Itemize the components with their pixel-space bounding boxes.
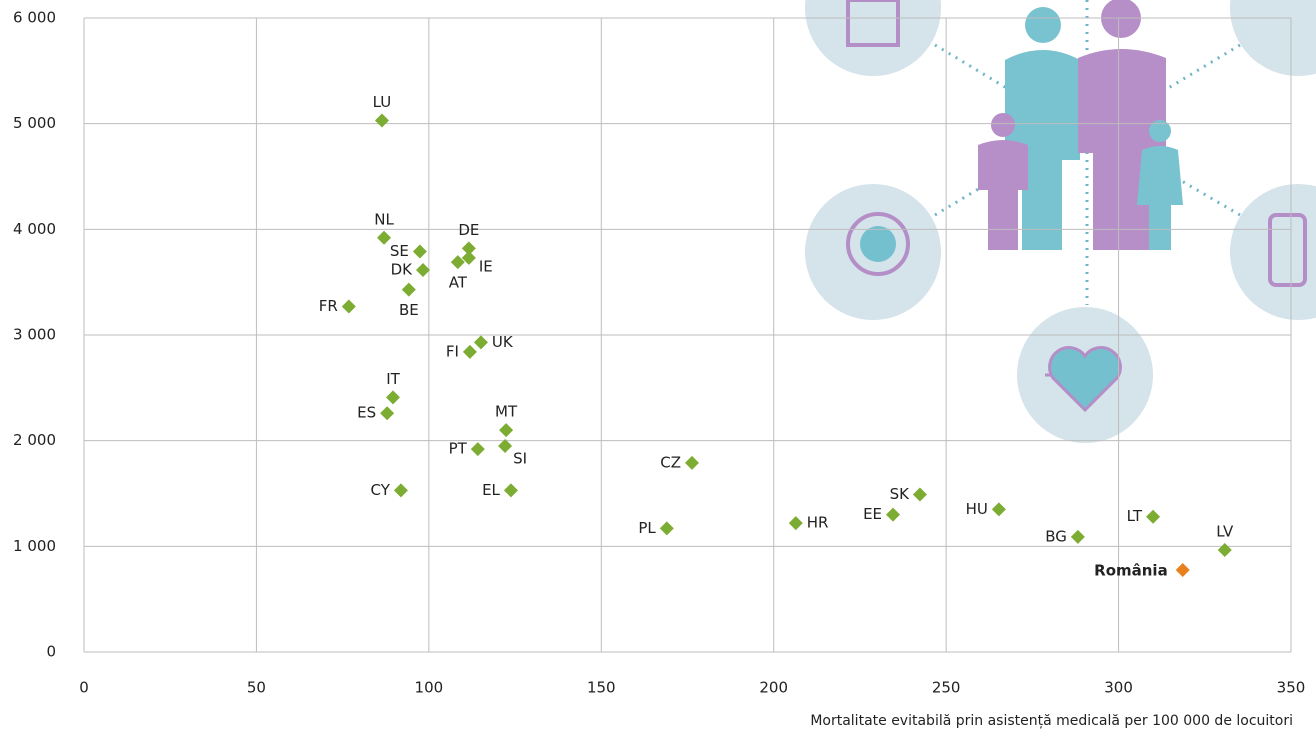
point-label: ES	[357, 404, 376, 422]
point-label: LT	[1127, 507, 1143, 525]
point-label: FI	[446, 342, 459, 360]
x-axis-label: Mortalitate evitabilă prin asistență med…	[810, 713, 1293, 729]
point-label: România	[1094, 562, 1168, 580]
point-label: HU	[966, 500, 988, 518]
y-tick-label: 3 000	[13, 326, 56, 344]
point-label: SI	[513, 449, 527, 467]
point-label: PL	[638, 519, 656, 537]
point	[1175, 563, 1190, 578]
y-tick-label: 1 000	[13, 537, 56, 555]
point-label: UK	[492, 333, 514, 351]
point-label: DE	[458, 221, 479, 239]
point	[912, 487, 927, 502]
point	[498, 438, 513, 453]
point	[377, 230, 392, 245]
point	[393, 483, 408, 498]
x-tick-label: 350	[1277, 679, 1306, 697]
illustration	[805, 0, 1316, 443]
point	[380, 406, 395, 421]
y-tick-label: 4 000	[13, 220, 56, 238]
point	[991, 502, 1006, 517]
x-tick-label: 200	[759, 679, 788, 697]
x-tick-label: 50	[247, 679, 266, 697]
point-label: LU	[373, 93, 392, 111]
point	[470, 442, 485, 457]
point	[341, 299, 356, 314]
point	[450, 255, 465, 270]
y-tick-label: 0	[46, 643, 56, 661]
point	[461, 241, 476, 256]
point	[499, 423, 514, 438]
point	[684, 455, 699, 470]
x-tick-label: 250	[932, 679, 961, 697]
point	[1217, 543, 1232, 558]
point-label: SK	[890, 485, 911, 503]
point	[461, 250, 476, 265]
x-tick-label: 100	[415, 679, 444, 697]
point-label: AT	[449, 274, 468, 292]
point-label: HR	[807, 514, 829, 532]
point-label: PT	[449, 440, 468, 458]
point-label: SE	[390, 242, 409, 260]
point-label: IT	[386, 370, 400, 388]
point-label: BE	[399, 301, 419, 319]
x-tick-label: 150	[587, 679, 616, 697]
point	[788, 516, 803, 531]
point	[1146, 509, 1161, 524]
point-label: FR	[319, 297, 338, 315]
point	[374, 113, 389, 128]
point-label: EE	[863, 505, 882, 523]
point-label: EL	[482, 481, 500, 499]
point-label: DK	[391, 261, 414, 279]
axes: 0 1 000 2 000 3 000 4 000 5 000 6 000 0 50 100 150…	[13, 9, 1305, 697]
point-label: NL	[374, 210, 394, 228]
point	[412, 244, 427, 259]
y-tick-label: 2 000	[13, 431, 56, 449]
y-tick-label: 6 000	[13, 9, 56, 27]
point	[1070, 529, 1085, 544]
y-tick-label: 5 000	[13, 114, 56, 132]
point-label: CY	[371, 481, 391, 499]
point-label: BG	[1045, 527, 1067, 545]
point	[462, 344, 477, 359]
point	[659, 521, 674, 536]
point-label: MT	[495, 403, 518, 421]
point	[886, 507, 901, 522]
point	[415, 263, 430, 278]
x-tick-label: 0	[79, 679, 89, 697]
point	[473, 335, 488, 350]
point	[503, 483, 518, 498]
point-label: CZ	[660, 453, 681, 471]
x-tick-label: 300	[1104, 679, 1133, 697]
point-label: LV	[1216, 523, 1234, 541]
point-label: IE	[479, 257, 493, 275]
point	[401, 282, 416, 297]
point	[385, 390, 400, 405]
